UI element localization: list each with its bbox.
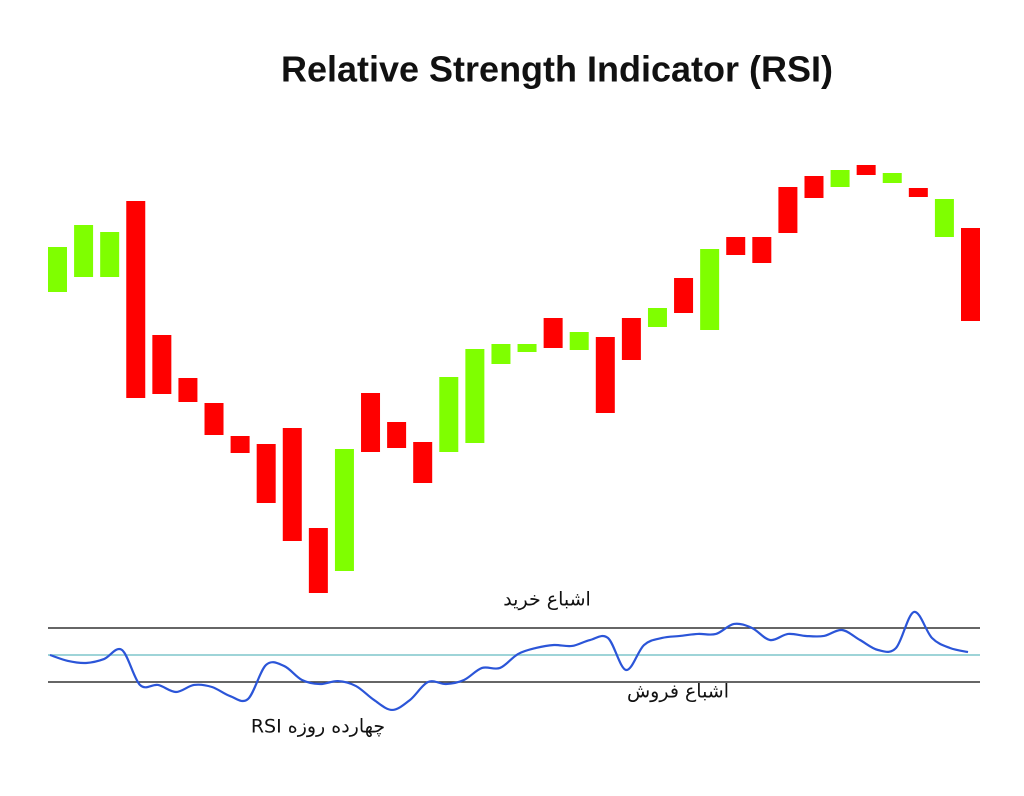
candle-body — [230, 436, 250, 453]
candle-body — [621, 318, 641, 360]
candle-body — [830, 170, 850, 187]
candle-body — [491, 344, 511, 364]
candle-body — [256, 444, 276, 503]
candle-body — [856, 165, 876, 175]
candle-body — [569, 332, 589, 350]
candle-body — [961, 228, 980, 321]
candle-body — [804, 176, 824, 198]
candle-body — [126, 201, 146, 398]
candle-body — [908, 188, 928, 197]
candle-body — [100, 232, 120, 277]
candle-body — [674, 278, 694, 313]
chart-title: Relative Strength Indicator (RSI) — [281, 49, 833, 90]
candle-body — [152, 335, 172, 394]
candle-body — [439, 377, 459, 452]
candle-body — [204, 403, 224, 435]
candle-body — [778, 187, 798, 233]
candle-body — [361, 393, 381, 452]
reference-label: اشباع خرید — [503, 589, 591, 611]
candle-body — [647, 308, 667, 327]
candle-body — [700, 249, 720, 330]
rsi-line — [49, 610, 969, 712]
candle-body — [726, 237, 746, 255]
candle-body — [334, 449, 354, 571]
candle-body — [517, 344, 537, 352]
candle-body — [282, 428, 302, 541]
candle-body — [465, 349, 485, 443]
candle-body — [413, 442, 433, 483]
candle-body — [752, 237, 772, 263]
candle-body — [74, 225, 94, 277]
candle-body — [308, 528, 328, 593]
candle-body — [178, 378, 198, 402]
candle-body — [934, 199, 954, 237]
candle-body — [595, 337, 615, 413]
candle-body — [48, 247, 67, 292]
series-label: RSI چهارده روزه — [251, 716, 385, 738]
candle-body — [882, 173, 902, 183]
reference-label: اشباع فروش — [627, 681, 729, 703]
candle-body — [543, 318, 563, 348]
candle-body — [387, 422, 407, 448]
